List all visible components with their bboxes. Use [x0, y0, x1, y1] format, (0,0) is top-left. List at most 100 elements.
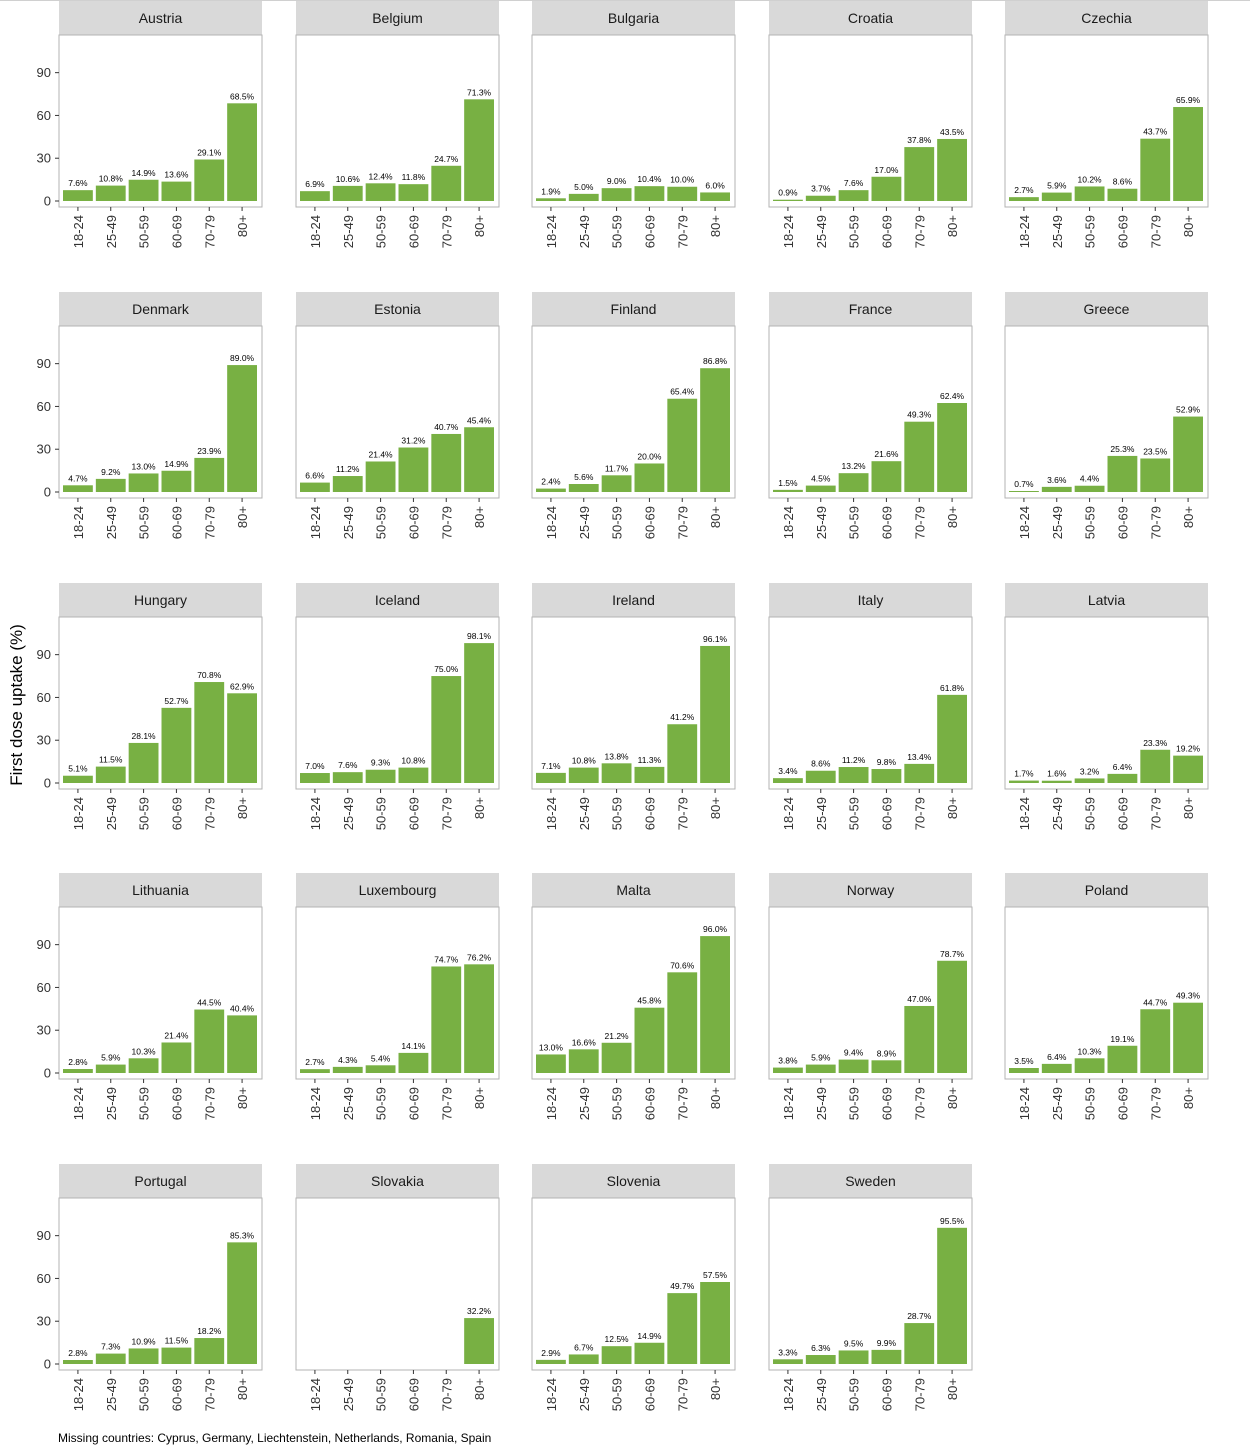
x-tick-label: 50-59	[137, 215, 152, 248]
x-tick-label: 50-59	[610, 1378, 625, 1411]
x-tick-label: 25-49	[814, 1378, 829, 1411]
y-tick-label: 30	[37, 1314, 51, 1329]
x-tick-label: 60-69	[406, 215, 421, 248]
data-label: 17.0%	[874, 165, 899, 175]
x-tick-label: 60-69	[642, 797, 657, 830]
bar	[773, 199, 803, 201]
bar	[227, 365, 257, 492]
bar	[601, 475, 632, 492]
data-label: 61.8%	[940, 683, 965, 693]
data-label: 10.6%	[336, 174, 361, 184]
bar	[332, 772, 363, 783]
x-tick-label: 60-69	[169, 215, 184, 248]
x-tick-label: 18-24	[308, 506, 323, 539]
bar	[227, 1015, 257, 1073]
data-label: 1.7%	[1014, 769, 1034, 779]
x-tick-label: 25-49	[341, 1378, 356, 1411]
y-tick-label: 90	[37, 1228, 51, 1243]
facet-strip	[532, 583, 735, 617]
bar	[904, 763, 935, 783]
bar	[634, 186, 665, 201]
bar	[365, 461, 396, 492]
x-tick-label: 70-79	[439, 215, 454, 248]
x-tick-label: 80+	[235, 506, 250, 528]
bar	[431, 676, 462, 783]
x-tick-label: 50-59	[847, 1087, 862, 1120]
x-tick-label: 80+	[472, 797, 487, 819]
data-label: 23.9%	[197, 446, 222, 456]
bar	[773, 489, 803, 492]
data-label: 78.7%	[940, 949, 965, 959]
bar	[667, 186, 698, 201]
data-label: 96.1%	[703, 634, 728, 644]
bar	[398, 447, 429, 492]
data-label: 9.2%	[101, 467, 121, 477]
x-tick-label: 25-49	[104, 506, 119, 539]
bar	[937, 694, 967, 783]
bar	[838, 473, 869, 492]
x-tick-label: 25-49	[104, 797, 119, 830]
data-label: 7.1%	[541, 761, 561, 771]
x-tick-label: 25-49	[1050, 215, 1065, 248]
bar	[568, 1354, 599, 1364]
x-tick-label: 60-69	[642, 506, 657, 539]
facet-strip	[1005, 583, 1208, 617]
x-tick-label: 70-79	[675, 797, 690, 830]
x-tick-label: 60-69	[642, 1087, 657, 1120]
facet-strip	[59, 1, 262, 35]
bar	[1009, 1068, 1039, 1073]
facet-strip-label: Poland	[1085, 882, 1129, 898]
x-tick-label: 60-69	[879, 215, 894, 248]
data-label: 45.4%	[467, 415, 492, 425]
bar	[1140, 1009, 1171, 1073]
facet-strip	[769, 1164, 972, 1198]
x-tick-label: 60-69	[642, 1378, 657, 1411]
data-label: 10.4%	[637, 174, 662, 184]
x-tick-label: 60-69	[406, 506, 421, 539]
bar	[536, 772, 566, 783]
bar	[871, 176, 902, 201]
bar	[667, 972, 698, 1073]
data-label: 85.3%	[230, 1230, 255, 1240]
data-label: 74.7%	[434, 954, 459, 964]
x-tick-label: 18-24	[308, 1378, 323, 1411]
data-label: 5.9%	[1047, 181, 1067, 191]
x-tick-label: 60-69	[1115, 797, 1130, 830]
facet-strip	[769, 873, 972, 907]
bar	[805, 1355, 836, 1364]
facet-strip-label: Estonia	[374, 301, 421, 317]
x-tick-label: 60-69	[169, 797, 184, 830]
bar	[1173, 1002, 1203, 1073]
footnote: Missing countries: Cyprus, Germany, Liec…	[58, 1431, 492, 1445]
bar	[128, 1058, 159, 1073]
x-tick-label: 80+	[472, 1378, 487, 1400]
bar	[937, 960, 967, 1073]
x-tick-label: 18-24	[544, 1378, 559, 1411]
data-label: 7.6%	[844, 178, 864, 188]
data-label: 9.9%	[877, 1338, 897, 1348]
data-label: 14.9%	[132, 168, 157, 178]
bar	[568, 484, 599, 492]
x-tick-label: 18-24	[544, 797, 559, 830]
facet-strip-label: Norway	[847, 882, 894, 898]
bar	[1107, 1045, 1138, 1073]
bar	[300, 773, 330, 783]
bar	[838, 1350, 869, 1364]
data-label: 62.4%	[940, 391, 965, 401]
x-tick-label: 70-79	[1148, 797, 1163, 830]
bar	[568, 193, 599, 201]
x-tick-label: 80+	[472, 506, 487, 528]
facet-strip-label: Czechia	[1081, 10, 1132, 26]
data-label: 2.7%	[1014, 185, 1034, 195]
x-tick-label: 70-79	[1148, 215, 1163, 248]
bar	[1140, 138, 1171, 201]
data-label: 9.5%	[844, 1338, 864, 1348]
bar	[464, 1318, 494, 1364]
bar	[128, 742, 159, 783]
x-tick-label: 18-24	[1017, 1087, 1032, 1120]
data-label: 14.9%	[637, 1331, 662, 1341]
data-label: 62.9%	[230, 681, 255, 691]
bar	[464, 99, 494, 201]
data-label: 10.8%	[572, 756, 597, 766]
data-label: 21.2%	[605, 1031, 630, 1041]
